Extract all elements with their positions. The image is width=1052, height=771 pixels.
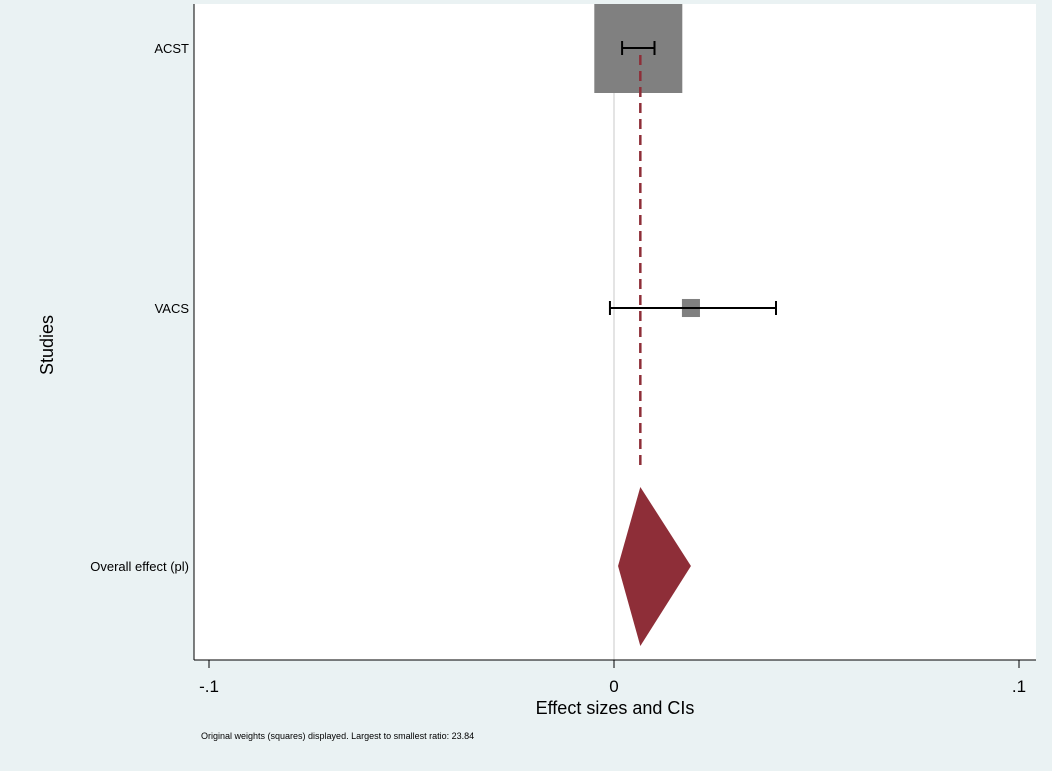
overall-effect-diamond bbox=[618, 487, 691, 646]
plot-area bbox=[194, 4, 1036, 660]
weights-note: Original weights (squares) displayed. La… bbox=[201, 731, 474, 741]
x-axis-label: Effect sizes and CIs bbox=[536, 698, 695, 718]
x-tick-label: 0 bbox=[609, 677, 618, 696]
x-tick-label: -.1 bbox=[199, 677, 219, 696]
study-label-acst: ACST bbox=[154, 41, 189, 56]
y-axis-label: Studies bbox=[37, 315, 57, 375]
study-label-vacs: VACS bbox=[155, 301, 190, 316]
x-tick-label: .1 bbox=[1012, 677, 1026, 696]
study-label-overall: Overall effect (pl) bbox=[90, 559, 189, 574]
